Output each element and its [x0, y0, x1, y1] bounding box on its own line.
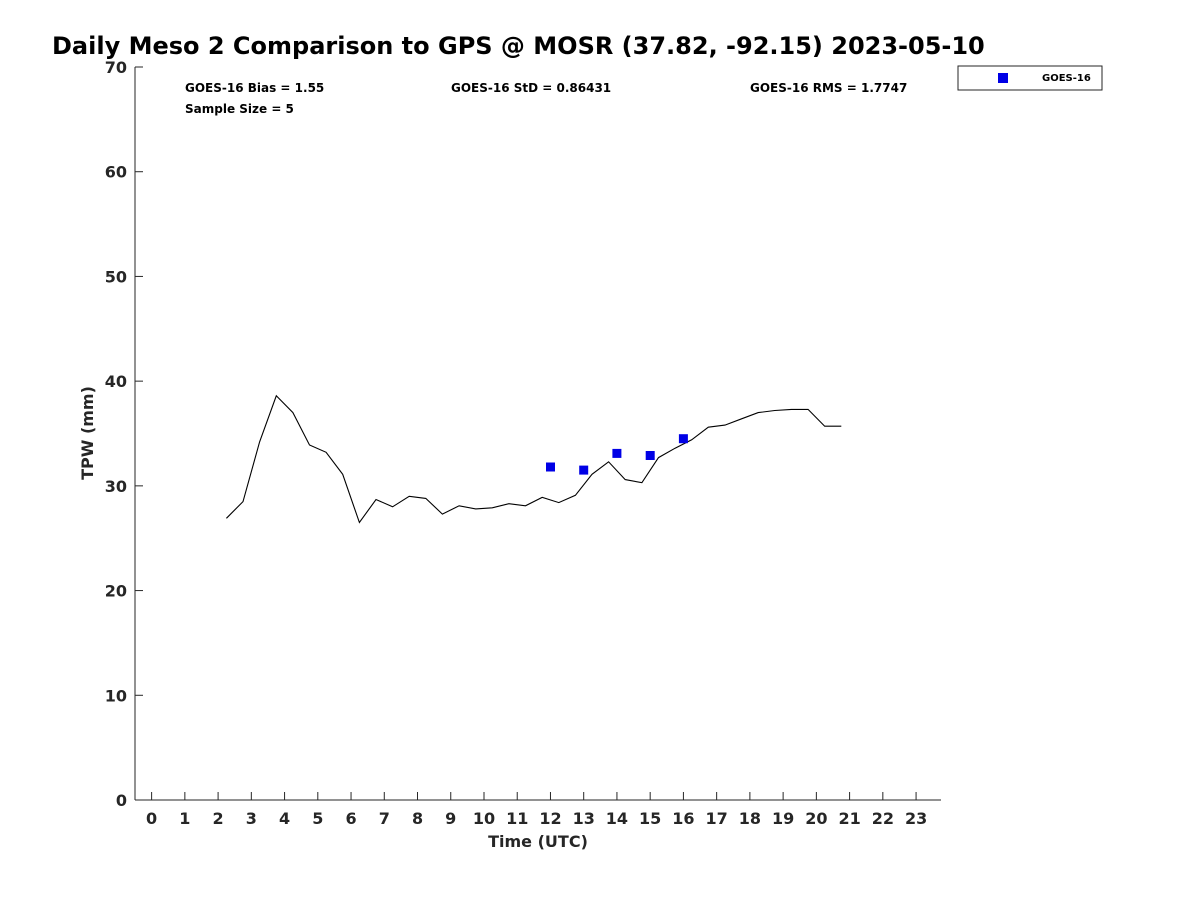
stat-bias: GOES-16 Bias = 1.55: [185, 81, 324, 95]
legend: GOES-16: [957, 65, 1103, 91]
x-tick-label: 23: [905, 809, 927, 828]
x-tick-label: 18: [739, 809, 761, 828]
x-tick-label: 9: [445, 809, 456, 828]
y-tick-label: 70: [105, 58, 127, 77]
x-tick-label: 7: [379, 809, 390, 828]
x-axis-label: Time (UTC): [488, 832, 588, 851]
x-tick-label: 11: [506, 809, 528, 828]
legend-goes16-label: GOES-16: [1042, 73, 1091, 84]
legend-goes16-marker: [998, 73, 1008, 83]
gps-series-line: [226, 394, 842, 524]
stat-std: GOES-16 StD = 0.86431: [451, 81, 611, 95]
x-tick-label: 20: [805, 809, 827, 828]
x-tick-label: 0: [146, 809, 157, 828]
stats-block: GOES-16 Bias = 1.55 GOES-16 StD = 0.8643…: [185, 81, 907, 116]
goes16-point: [612, 448, 622, 458]
x-tick-label: 19: [772, 809, 794, 828]
stat-sample-size: Sample Size = 5: [185, 102, 294, 116]
x-tick-label: 3: [246, 809, 257, 828]
x-tick-label: 1: [179, 809, 190, 828]
x-tick-label: 10: [473, 809, 495, 828]
y-tick-label: 0: [116, 791, 127, 810]
y-axis-label: TPW (mm): [78, 386, 97, 480]
y-tick-label: 40: [105, 372, 127, 391]
x-tick-label: 17: [706, 809, 728, 828]
x-tick-label: 4: [279, 809, 290, 828]
y-tick-label: 50: [105, 267, 127, 286]
goes16-point: [678, 434, 688, 444]
goes16-point: [645, 451, 655, 460]
chart-title: Daily Meso 2 Comparison to GPS @ MOSR (3…: [52, 32, 985, 60]
x-tick-label: 2: [213, 809, 224, 828]
x-tick-label: 5: [312, 809, 323, 828]
x-tick-label: 22: [872, 809, 894, 828]
x-tick-label: 21: [838, 809, 860, 828]
stat-rms: GOES-16 RMS = 1.7747: [750, 81, 907, 95]
x-tick-label: 12: [539, 809, 561, 828]
y-tick-label: 60: [105, 163, 127, 182]
x-tick-label: 8: [412, 809, 423, 828]
x-tick-label: 6: [345, 809, 356, 828]
y-tick-label: 10: [105, 686, 127, 705]
y-tick-label: 20: [105, 582, 127, 601]
x-tick-label: 13: [573, 809, 595, 828]
x-tick-label: 14: [606, 809, 628, 828]
goes16-point: [546, 462, 555, 472]
goes16-point: [579, 465, 589, 475]
y-tick-label: 30: [105, 477, 127, 496]
x-tick-label: 15: [639, 809, 661, 828]
legend-box: [957, 65, 1103, 91]
x-tick-label: 16: [672, 809, 694, 828]
